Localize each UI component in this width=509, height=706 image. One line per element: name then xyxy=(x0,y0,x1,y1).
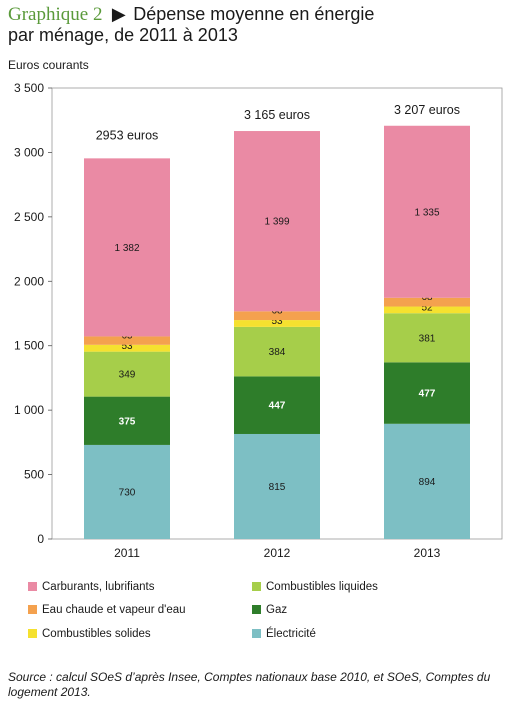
data-label: 381 xyxy=(419,333,436,344)
data-label: 1 382 xyxy=(114,243,139,254)
y-tick-label: 3 000 xyxy=(14,145,44,159)
bar-segment xyxy=(234,326,320,377)
chart-title: Graphique 2 ▶ Dépense moyenne en énergie xyxy=(8,4,374,25)
bar-segment xyxy=(84,336,170,345)
chart-title-line2: par ménage, de 2011 à 2013 xyxy=(8,25,238,45)
data-label: 730 xyxy=(119,487,136,498)
data-label: 894 xyxy=(419,477,436,488)
data-label: 52 xyxy=(421,303,433,314)
bar-segment xyxy=(384,306,470,314)
y-tick-label: 2 500 xyxy=(14,210,44,224)
data-label: 815 xyxy=(269,482,286,493)
total-label: 2953 euros xyxy=(96,128,159,142)
legend-entry: Électricité xyxy=(266,627,316,640)
bar-segment xyxy=(84,351,170,397)
chart-title-line1: Dépense moyenne en énergie xyxy=(133,4,374,24)
data-label: 477 xyxy=(419,389,436,400)
legend-entry: Gaz xyxy=(266,604,287,616)
bar-segment xyxy=(234,311,320,321)
bar-segment xyxy=(84,158,170,337)
bar-segment xyxy=(384,313,470,363)
legend-entry: Carburants, lubrifiants xyxy=(42,581,155,593)
total-label: 3 165 euros xyxy=(244,108,310,122)
bar-segment xyxy=(84,444,170,539)
total-label: 3 207 euros xyxy=(394,103,460,117)
y-tick-label: 0 xyxy=(37,532,44,546)
chart-title-arrow: ▶ xyxy=(112,4,126,24)
legend-swatch xyxy=(252,605,261,614)
y-tick-label: 500 xyxy=(24,468,44,482)
data-label: 384 xyxy=(269,347,286,358)
x-tick-label: 2012 xyxy=(264,546,291,560)
chart-title-prefix: Graphique 2 xyxy=(8,4,102,25)
legend-swatch xyxy=(252,629,261,638)
y-tick-label: 3 500 xyxy=(14,81,44,95)
bar-segment xyxy=(84,344,170,352)
legend-swatch xyxy=(28,605,37,614)
data-label: 53 xyxy=(121,341,133,352)
chart: Graphique 2 ▶ Dépense moyenne en énergie… xyxy=(8,4,503,640)
data-label: 447 xyxy=(269,401,286,412)
legend-entry: Combustibles solides xyxy=(42,628,151,640)
data-label: 1 399 xyxy=(264,217,289,228)
bar-segment xyxy=(234,376,320,434)
bar-segment xyxy=(384,125,470,298)
y-tick-label: 2 000 xyxy=(14,274,44,288)
y-axis-label: Euros courants xyxy=(8,58,89,72)
y-tick-label: 1 500 xyxy=(14,339,44,353)
legend-swatch xyxy=(252,582,261,591)
data-label: 53 xyxy=(271,316,283,327)
bar-segment xyxy=(234,131,320,312)
legend-entry: Eau chaude et vapeur d'eau xyxy=(42,604,186,616)
bar-segment xyxy=(234,433,320,539)
y-tick-label: 1 000 xyxy=(14,403,44,417)
x-tick-label: 2013 xyxy=(414,546,441,560)
bar-segment xyxy=(384,362,470,424)
legend: Carburants, lubrifiants Combustibles liqu… xyxy=(28,581,378,640)
bar-segment xyxy=(84,396,170,445)
data-label: 349 xyxy=(119,370,136,381)
source-note: Source : calcul SOeS d’après Insee, Comp… xyxy=(8,670,491,699)
bar-segment xyxy=(384,297,470,307)
data-label: 1 335 xyxy=(414,207,439,218)
x-tick-label: 2011 xyxy=(114,546,140,560)
legend-swatch xyxy=(28,629,37,638)
legend-entry: Combustibles liquides xyxy=(266,581,378,593)
bar-segment xyxy=(234,320,320,327)
legend-swatch xyxy=(28,582,37,591)
bar-segment xyxy=(384,423,470,539)
data-label: 375 xyxy=(119,416,136,427)
